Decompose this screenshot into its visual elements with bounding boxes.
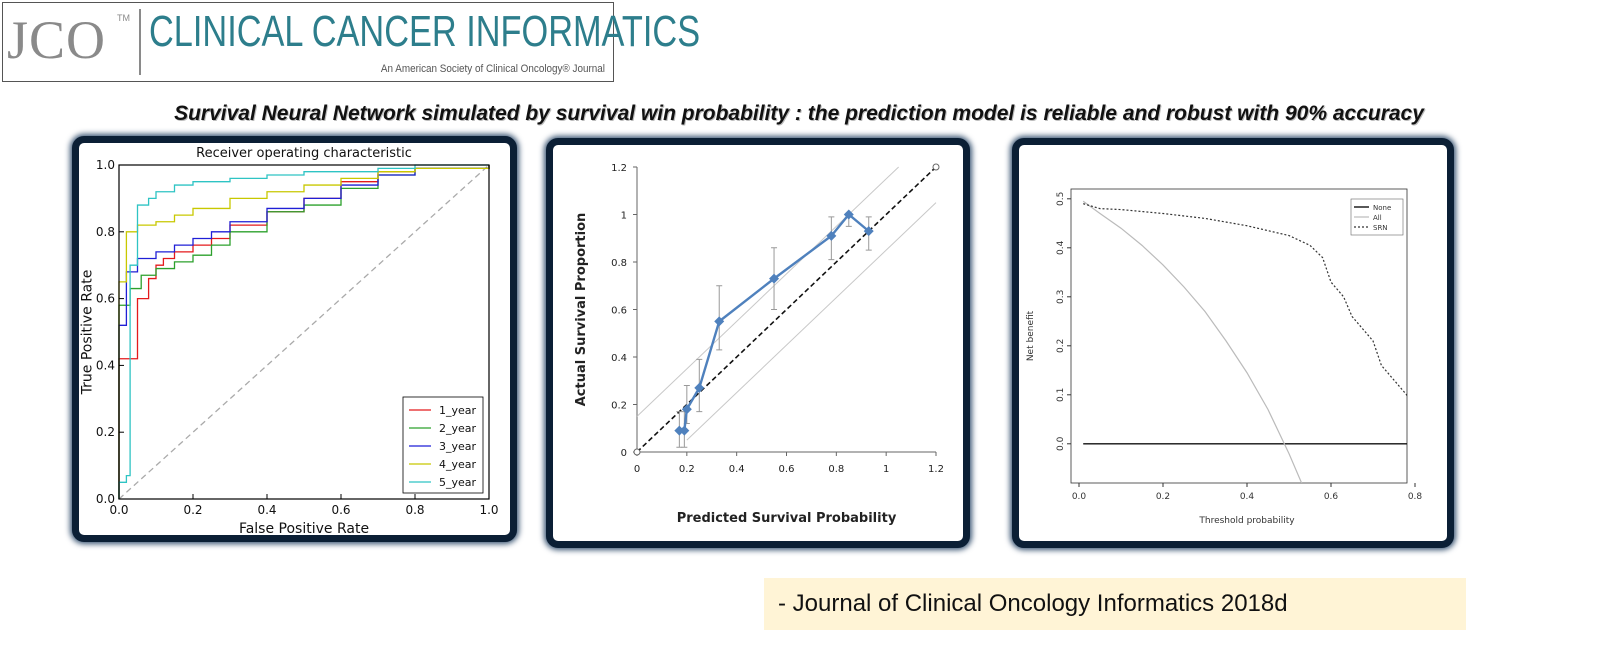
dca-xtick-label: 0.0 bbox=[1072, 492, 1087, 502]
dca-xtick-label: 0.6 bbox=[1324, 492, 1339, 502]
roc-xtick-label: 0.2 bbox=[183, 503, 202, 517]
cal-xtick-label: 0 bbox=[634, 464, 640, 475]
cal-xlabel: Predicted Survival Probability bbox=[677, 511, 897, 526]
dca-xtick-label: 0.4 bbox=[1240, 492, 1255, 502]
roc-xtick-label: 0.4 bbox=[257, 503, 276, 517]
journal-logo: JCO TM CLINICAL CANCER INFORMATICS An Am… bbox=[2, 2, 700, 82]
decision-curve-chart: 0.0 0.2 0.4 0.6 0.8 0.0 0.1 0.2 0.3 0.4 0.5 None All… bbox=[1026, 188, 1423, 526]
roc-ytick-label: 1.0 bbox=[96, 158, 115, 172]
dca-ytick-label: 0.2 bbox=[1056, 339, 1066, 353]
cal-xtick-label: 0.4 bbox=[729, 464, 745, 475]
dca-xtick-label: 0.8 bbox=[1408, 492, 1423, 502]
dca-xlabel: Threshold probability bbox=[1198, 516, 1295, 526]
cal-ytick-label: 1 bbox=[621, 211, 627, 222]
roc-chart: Receiver operating characteristic 0.0 0.2 0… bbox=[80, 146, 499, 535]
cal-point bbox=[826, 230, 837, 241]
roc-ytick-label: 0.4 bbox=[96, 358, 115, 372]
dca-xtick-label: 0.2 bbox=[1156, 492, 1170, 502]
dca-legend-label: SRN bbox=[1373, 224, 1388, 232]
roc-legend-label: 4_year bbox=[439, 458, 477, 471]
cal-ytick-label: 0.4 bbox=[611, 353, 627, 364]
cal-xtick-label: 1 bbox=[883, 464, 889, 475]
headline: Survival Neural Network simulated by sur… bbox=[174, 102, 1424, 125]
citation-box: - Journal of Clinical Oncology Informati… bbox=[764, 578, 1466, 630]
cal-point bbox=[769, 273, 780, 284]
cal-point bbox=[679, 425, 690, 436]
roc-chance-line bbox=[118, 164, 490, 500]
roc-legend-label: 2_year bbox=[439, 422, 477, 435]
roc-xtick-label: 0.0 bbox=[109, 503, 128, 517]
cal-end-marker bbox=[932, 163, 940, 171]
dca-ytick-label: 0.4 bbox=[1056, 240, 1066, 255]
cal-ylabel: Actual Survival Proportion bbox=[574, 213, 589, 407]
cal-observed-line bbox=[679, 212, 870, 432]
cal-ytick-label: 0.2 bbox=[611, 401, 627, 412]
decision-curve-panel: 0.0 0.2 0.4 0.6 0.8 0.0 0.1 0.2 0.3 0.4 0.5 None All… bbox=[1012, 138, 1454, 548]
dca-ytick-label: 0.1 bbox=[1056, 388, 1066, 402]
logo-divider bbox=[139, 9, 141, 75]
logo-trademark: TM bbox=[117, 13, 130, 23]
roc-title: Receiver operating characteristic bbox=[196, 146, 412, 161]
cal-xtick-label: 1.2 bbox=[928, 464, 944, 475]
dca-legend-label: None bbox=[1373, 204, 1391, 212]
dca-line-all bbox=[1082, 200, 1303, 483]
roc-xtick-label: 1.0 bbox=[479, 503, 498, 517]
dca-ytick-label: 0.0 bbox=[1056, 436, 1066, 451]
roc-legend bbox=[402, 396, 484, 494]
roc-xtick-label: 0.6 bbox=[331, 503, 350, 517]
cal-origin-marker bbox=[633, 448, 641, 456]
logo-jco: JCO bbox=[7, 10, 107, 70]
roc-ylabel: True Positive Rate bbox=[80, 270, 96, 396]
roc-ytick-label: 0.2 bbox=[96, 425, 115, 439]
cal-ytick-label: 0.8 bbox=[611, 258, 627, 269]
logo-title: CLINICAL CANCER INFORMATICS bbox=[149, 7, 701, 56]
dca-frame bbox=[1070, 188, 1408, 484]
cal-point bbox=[694, 382, 705, 393]
roc-frame bbox=[118, 164, 490, 500]
cal-ytick-label: 0.6 bbox=[611, 306, 627, 317]
logo-subtitle: An American Society of Clinical Oncology… bbox=[380, 63, 605, 75]
cal-ytick-label: 0 bbox=[621, 448, 627, 459]
dca-ylabel: Net benefit bbox=[1026, 310, 1036, 361]
roc-line-5_year bbox=[118, 164, 489, 499]
roc-ytick-label: 0.0 bbox=[96, 492, 115, 506]
cal-ytick-label: 1.2 bbox=[611, 163, 627, 174]
cal-xtick-label: 0.2 bbox=[679, 464, 695, 475]
roc-xlabel: False Positive Rate bbox=[239, 521, 369, 535]
roc-legend-label: 5_year bbox=[439, 476, 477, 489]
cal-point bbox=[863, 226, 874, 237]
roc-panel: Receiver operating characteristic 0.0 0.2 0… bbox=[72, 136, 517, 542]
cal-point bbox=[714, 316, 725, 327]
cal-band-line bbox=[636, 166, 899, 417]
roc-xtick-label: 0.8 bbox=[405, 503, 424, 517]
dca-ytick-label: 0.5 bbox=[1056, 192, 1066, 206]
calibration-panel: 0 0.2 0.4 0.6 0.8 1 1.2 0 0.2 0.4 0.6 0.8 1 1.2 Predic… bbox=[546, 138, 970, 548]
dca-ytick-label: 0.3 bbox=[1056, 290, 1066, 304]
cal-xtick-label: 0.8 bbox=[828, 464, 844, 475]
calibration-chart: 0 0.2 0.4 0.6 0.8 1 1.2 0 0.2 0.4 0.6 0.8 1 1.2 Predic… bbox=[574, 163, 944, 526]
roc-ytick-label: 0.6 bbox=[96, 292, 115, 306]
citation-text: - Journal of Clinical Oncology Informati… bbox=[778, 590, 1288, 617]
cal-xtick-label: 0.6 bbox=[779, 464, 795, 475]
cal-point bbox=[681, 404, 692, 415]
roc-ytick-label: 0.8 bbox=[96, 225, 115, 239]
roc-legend-label: 3_year bbox=[439, 440, 477, 453]
dca-line-srn bbox=[1083, 203, 1407, 398]
dca-legend-label: All bbox=[1373, 214, 1382, 222]
cal-band-line bbox=[686, 202, 937, 441]
roc-legend-label: 1_year bbox=[439, 404, 477, 417]
cal-point bbox=[843, 209, 854, 220]
